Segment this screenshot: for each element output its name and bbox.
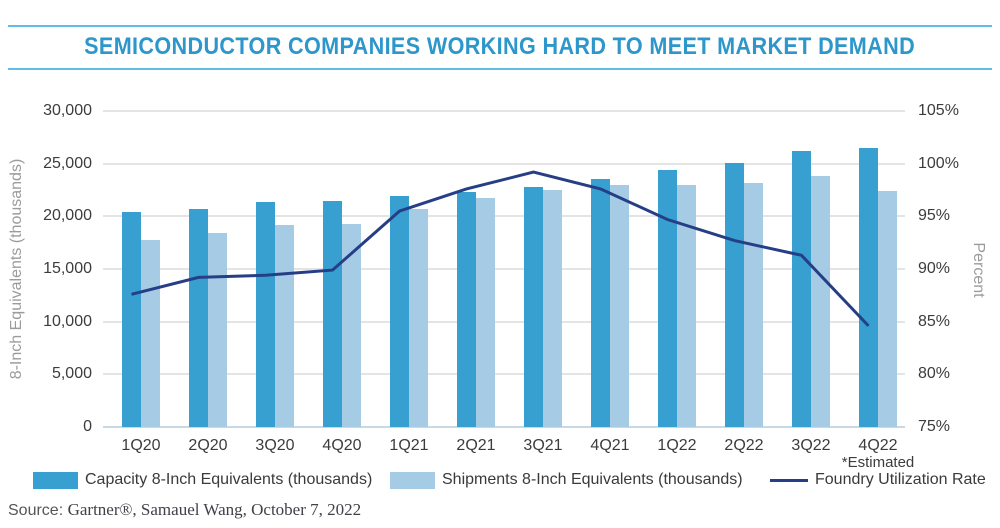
capacity-bar [390,196,409,427]
shipments-swatch-icon [390,471,435,489]
title-top-rule [8,25,992,27]
x-tick-label: 1Q21 [389,437,429,454]
capacity-bar [792,151,811,427]
shipments-bar [342,223,361,427]
shipments-bar [476,198,495,427]
shipments-bar [878,191,897,427]
y-tick-label-left: 25,000 [43,154,92,172]
capacity-bar [323,200,342,427]
x-tick-label: 3Q22 [791,437,831,454]
capacity-bar [658,170,677,427]
title-bottom-rule [8,68,992,70]
x-tick-label: 4Q20 [322,437,362,454]
utilization-line-swatch-icon [770,478,808,482]
shipments-bar [677,184,696,427]
y-tick-label-right: 90% [918,260,951,277]
capacity-bar [122,212,141,427]
x-tick-label: 3Q20 [255,437,295,454]
right-axis-tick-labels: 105% 100% 95% 90% 85% 80% 75% [918,102,1000,435]
x-tick-label: 2Q22 [724,437,764,454]
source-line: Source: Gartner®, Samauel Wang, October … [8,500,361,520]
capacity-bar [725,162,744,427]
gridline [103,162,905,165]
shipments-bar [543,190,562,427]
y-tick-label-left: 30,000 [43,102,92,119]
capacity-bar [256,201,275,427]
y-tick-label-left: 10,000 [43,312,92,330]
plot-area [103,110,905,428]
shipments-bar [610,184,629,427]
capacity-bar [524,186,543,427]
capacity-bar [189,208,208,427]
gridline [103,110,905,112]
legend-label-shipments: Shipments 8-Inch Equivalents (thousands) [442,471,743,488]
utilization-line [131,170,870,327]
x-tick-label: 2Q21 [456,437,496,454]
y-tick-label-right: 75% [918,418,951,435]
y-tick-label-right: 95% [918,207,951,225]
estimated-note: *Estimated [841,454,915,471]
y-tick-label-right: 80% [918,365,951,383]
shipments-bar [409,208,428,427]
shipments-bar [141,239,160,427]
y-tick-label-left: 15,000 [43,260,92,277]
capacity-swatch-icon [33,471,78,489]
gridline [103,215,905,218]
left-axis-tick-labels: 30,000 25,000 20,000 15,000 10,000 5,000 0 [0,102,92,435]
y-tick-label-left: 0 [83,418,92,435]
legend: Capacity 8-Inch Equivalents (thousands) … [0,471,1000,497]
title-row: SEMICONDUCTOR COMPANIES WORKING HARD TO … [0,33,1000,61]
x-tick-label: 2Q20 [188,437,228,454]
source-text: Gartner®, Samauel Wang, October 7, 2022 [67,500,362,519]
x-tick-label: 1Q20 [121,437,161,454]
capacity-bar [859,147,878,427]
y-tick-label-right: 105% [918,102,959,119]
legend-item-utilization: Foundry Utilization Rate [770,471,986,489]
shipments-bar [811,176,830,427]
y-tick-label-right: 100% [918,154,959,172]
y-tick-label-left: 20,000 [43,207,92,225]
legend-item-capacity: Capacity 8-Inch Equivalents (thousands) [33,471,372,489]
capacity-bar [457,192,476,427]
x-tick-label: 4Q22 [858,437,898,454]
shipments-bar [208,233,227,427]
legend-item-shipments: Shipments 8-Inch Equivalents (thousands) [390,471,743,489]
y-tick-label-right: 85% [918,312,951,330]
y-tick-label-left: 5,000 [51,365,92,383]
gridline [103,373,905,376]
x-axis-labels: 1Q20 2Q20 3Q20 4Q20 1Q21 2Q21 3Q21 4Q21 1Q22 2Q22… [103,427,914,475]
source-prefix: Source: [8,502,64,519]
capacity-bar [591,179,610,427]
x-tick-label: 1Q22 [657,437,697,454]
gridline [103,320,905,323]
x-axis-line [103,426,905,428]
x-tick-label: 4Q21 [590,437,630,454]
legend-label-capacity: Capacity 8-Inch Equivalents (thousands) [85,471,373,488]
legend-label-utilization: Foundry Utilization Rate [815,471,986,488]
x-tick-label: 3Q21 [523,437,563,454]
chart-title: SEMICONDUCTOR COMPANIES WORKING HARD TO … [84,33,916,60]
gridline [103,268,905,270]
